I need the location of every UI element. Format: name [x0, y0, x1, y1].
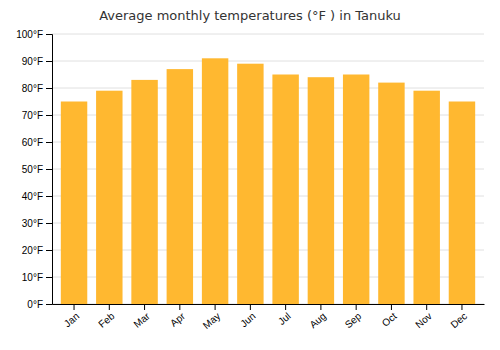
x-tick-mark	[285, 304, 286, 310]
x-tick-mark	[215, 304, 216, 310]
x-tick: May	[201, 304, 223, 331]
grid	[52, 34, 484, 304]
x-tick-mark	[250, 304, 251, 310]
bar	[131, 80, 157, 304]
x-tick: Aug	[307, 304, 328, 330]
y-tick-label: 80°F	[22, 83, 43, 94]
x-tick: Apr	[168, 304, 188, 329]
bar	[413, 91, 439, 304]
grid-line	[52, 88, 484, 89]
x-axis-line	[53, 304, 485, 305]
x-tick-mark	[144, 304, 145, 310]
x-tick-mark	[391, 304, 392, 310]
x-tick: Dec	[448, 304, 469, 330]
y-tick-mark	[46, 223, 52, 224]
y-tick-mark	[46, 169, 52, 170]
x-tick-label: Feb	[96, 310, 117, 330]
y-tick-mark	[46, 304, 52, 305]
x-tick: Nov	[413, 304, 434, 330]
x-tick: Jan	[62, 304, 81, 329]
bar	[61, 102, 87, 305]
y-tick: 100°F	[16, 29, 52, 40]
y-tick-label: 70°F	[22, 110, 43, 121]
y-tick-label: 50°F	[22, 164, 43, 175]
x-tick: Jul	[276, 304, 293, 327]
x-tick: Feb	[96, 304, 117, 330]
y-axis-line	[46, 35, 53, 305]
x-tick-label: Oct	[380, 310, 399, 329]
y-tick-mark	[46, 142, 52, 143]
bar	[237, 64, 263, 304]
title: Average monthly temperatures (°F ) in Ta…	[99, 8, 401, 23]
y-tick: 30°F	[22, 218, 52, 229]
x-tick-mark	[356, 304, 357, 310]
x-tick-label: Aug	[307, 310, 328, 330]
y-tick-mark	[46, 250, 52, 251]
x-tick-label: Jul	[276, 310, 293, 327]
y-tick-label: 20°F	[22, 245, 43, 256]
bar	[378, 83, 404, 304]
bar	[272, 75, 298, 305]
grid-line	[52, 34, 484, 35]
chart: Average monthly temperatures (°F ) in Ta…	[0, 0, 500, 350]
y-tick: 80°F	[22, 83, 52, 94]
y-tick-label: 60°F	[22, 137, 43, 148]
y-tick: 40°F	[22, 191, 52, 202]
bars	[61, 58, 475, 304]
bar	[308, 77, 334, 304]
x-tick-label: Mar	[132, 310, 153, 330]
y-tick-mark	[46, 34, 52, 35]
x-tick-label: Sep	[343, 310, 364, 330]
y-tick-mark	[46, 196, 52, 197]
y-tick-label: 40°F	[22, 191, 43, 202]
y-tick-mark	[46, 88, 52, 89]
x-tick: Mar	[132, 304, 153, 330]
x-tick: Jun	[238, 304, 257, 329]
grid-line	[52, 61, 484, 62]
bar	[96, 91, 122, 304]
x-tick: Oct	[380, 304, 399, 329]
x-tick-label: Nov	[413, 310, 434, 330]
x-tick-label: Jan	[62, 310, 81, 329]
y-axis: 0°F 10°F 20°F 30°F 40°F 50°F 60°F 70°F 80°F 90°F 1…	[16, 29, 52, 310]
x-tick-label: Jun	[238, 310, 257, 329]
x-tick-label: Apr	[168, 310, 188, 329]
y-tick: 20°F	[22, 245, 52, 256]
y-tick-mark	[46, 115, 52, 116]
bar	[449, 102, 475, 305]
y-tick-label: 30°F	[22, 218, 43, 229]
y-tick: 70°F	[22, 110, 52, 121]
plot: 0°F 10°F 20°F 30°F 40°F 50°F 60°F 70°F 80°F 90°F 1…	[16, 29, 484, 331]
y-tick-label: 0°F	[27, 299, 43, 310]
bar	[202, 58, 228, 304]
y-tick: 90°F	[22, 56, 52, 67]
y-tick: 0°F	[27, 299, 52, 310]
y-tick-mark	[46, 61, 52, 62]
x-tick-mark	[461, 304, 462, 310]
y-tick: 10°F	[22, 272, 52, 283]
x-tick-mark	[426, 304, 427, 310]
bar	[167, 69, 193, 304]
y-tick-label: 100°F	[16, 29, 43, 40]
x-tick: Sep	[343, 304, 364, 330]
x-tick-mark	[74, 304, 75, 310]
x-tick-mark	[320, 304, 321, 310]
x-tick-label: Dec	[448, 310, 469, 330]
x-tick-mark	[109, 304, 110, 310]
x-tick-label: May	[201, 310, 223, 331]
bar	[343, 75, 369, 305]
y-tick-label: 10°F	[22, 272, 43, 283]
y-tick-label: 90°F	[22, 56, 43, 67]
x-axis: Jan Feb Mar Apr May Jun Jul Aug Sep Oct Nov Dec	[53, 304, 485, 331]
y-tick: 50°F	[22, 164, 52, 175]
y-tick-mark	[46, 277, 52, 278]
x-tick-mark	[179, 304, 180, 310]
y-tick: 60°F	[22, 137, 52, 148]
